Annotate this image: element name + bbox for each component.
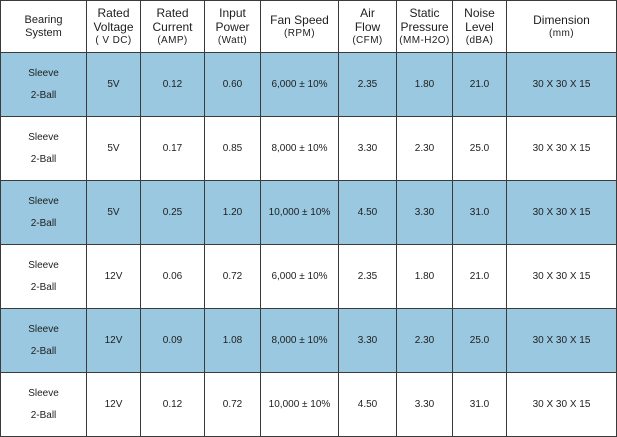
- cell-power: 1.08: [204, 308, 261, 373]
- cell-fan-speed: 10,000 ± 10%: [260, 372, 339, 437]
- cell-voltage: 5V: [86, 180, 141, 245]
- cell-noise-level: 31.0: [452, 180, 507, 245]
- cell-noise-level: 21.0: [452, 52, 507, 117]
- cell-air-flow: 2.35: [338, 244, 397, 309]
- cell-bearing: Sleeve 2-Ball: [0, 308, 87, 373]
- cell-air-flow: 3.30: [338, 116, 397, 181]
- cell-power: 1.20: [204, 180, 261, 245]
- cell-current: 0.12: [140, 372, 205, 437]
- cell-static-pressure: 1.80: [396, 52, 453, 117]
- header-static-pressure: Static Pressure (MM-H2O): [396, 0, 453, 53]
- cell-static-pressure: 1.80: [396, 244, 453, 309]
- cell-fan-speed: 6,000 ± 10%: [260, 244, 339, 309]
- cell-power: 0.72: [204, 244, 261, 309]
- header-noise-level: Noise Level (dBA): [452, 0, 507, 53]
- cell-air-flow: 4.50: [338, 180, 397, 245]
- cell-current: 0.12: [140, 52, 205, 117]
- cell-noise-level: 25.0: [452, 116, 507, 181]
- cell-fan-speed: 6,000 ± 10%: [260, 52, 339, 117]
- cell-static-pressure: 3.30: [396, 372, 453, 437]
- cell-static-pressure: 2.30: [396, 308, 453, 373]
- cell-dimension: 30 X 30 X 15: [506, 308, 617, 373]
- header-dimension: Dimension (mm): [506, 0, 617, 53]
- cell-bearing: Sleeve 2-Ball: [0, 244, 87, 309]
- header-rated-current: Rated Current (AMP): [140, 0, 205, 53]
- cell-voltage: 5V: [86, 52, 141, 117]
- cell-power: 0.72: [204, 372, 261, 437]
- cell-voltage: 12V: [86, 244, 141, 309]
- cell-bearing: Sleeve 2-Ball: [0, 52, 87, 117]
- cell-voltage: 12V: [86, 372, 141, 437]
- cell-air-flow: 3.30: [338, 308, 397, 373]
- cell-noise-level: 25.0: [452, 308, 507, 373]
- cell-dimension: 30 X 30 X 15: [506, 52, 617, 117]
- table-header: Bearing System Rated Voltage ( V DC) Rat…: [0, 0, 617, 53]
- cell-power: 0.60: [204, 52, 261, 117]
- cell-air-flow: 4.50: [338, 372, 397, 437]
- cell-dimension: 30 X 30 X 15: [506, 372, 617, 437]
- cell-current: 0.25: [140, 180, 205, 245]
- cell-fan-speed: 8,000 ± 10%: [260, 308, 339, 373]
- cell-current: 0.06: [140, 244, 205, 309]
- table-row: Sleeve 2-Ball 5V 0.17 0.85 8,000 ± 10% 3…: [0, 116, 617, 181]
- cell-bearing: Sleeve 2-Ball: [0, 372, 87, 437]
- cell-dimension: 30 X 30 X 15: [506, 180, 617, 245]
- cell-static-pressure: 2.30: [396, 116, 453, 181]
- table-row: Sleeve 2-Ball 5V 0.12 0.60 6,000 ± 10% 2…: [0, 52, 617, 117]
- cell-dimension: 30 X 30 X 15: [506, 244, 617, 309]
- cell-noise-level: 21.0: [452, 244, 507, 309]
- cell-static-pressure: 3.30: [396, 180, 453, 245]
- table-row: Sleeve 2-Ball 5V 0.25 1.20 10,000 ± 10% …: [0, 180, 617, 245]
- table-body: Sleeve 2-Ball 5V 0.12 0.60 6,000 ± 10% 2…: [0, 52, 617, 437]
- cell-fan-speed: 8,000 ± 10%: [260, 116, 339, 181]
- table-row: Sleeve 2-Ball 12V 0.06 0.72 6,000 ± 10% …: [0, 244, 617, 309]
- cell-dimension: 30 X 30 X 15: [506, 116, 617, 181]
- table-row: Sleeve 2-Ball 12V 0.12 0.72 10,000 ± 10%…: [0, 372, 617, 437]
- cell-voltage: 12V: [86, 308, 141, 373]
- header-air-flow: Air Flow (CFM): [338, 0, 397, 53]
- header-input-power: Input Power (Watt): [204, 0, 261, 53]
- cell-fan-speed: 10,000 ± 10%: [260, 180, 339, 245]
- cell-air-flow: 2.35: [338, 52, 397, 117]
- cell-voltage: 5V: [86, 116, 141, 181]
- cell-power: 0.85: [204, 116, 261, 181]
- cell-current: 0.09: [140, 308, 205, 373]
- table-row: Sleeve 2-Ball 12V 0.09 1.08 8,000 ± 10% …: [0, 308, 617, 373]
- header-fan-speed: Fan Speed (RPM): [260, 0, 339, 53]
- cell-bearing: Sleeve 2-Ball: [0, 116, 87, 181]
- header-rated-voltage: Rated Voltage ( V DC): [86, 0, 141, 53]
- cell-bearing: Sleeve 2-Ball: [0, 180, 87, 245]
- cell-current: 0.17: [140, 116, 205, 181]
- header-bearing-system: Bearing System: [0, 0, 87, 53]
- cell-noise-level: 31.0: [452, 372, 507, 437]
